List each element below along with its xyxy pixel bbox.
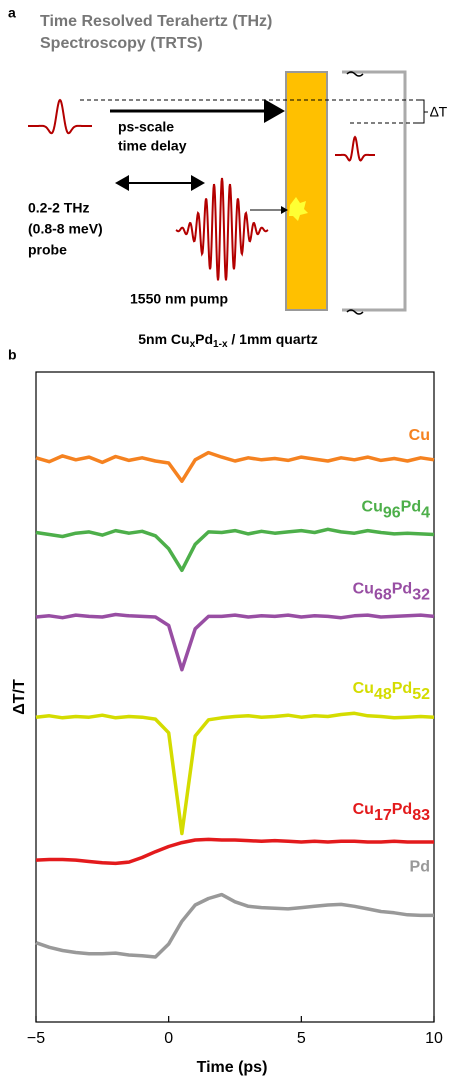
name-part: Cu — [353, 581, 374, 598]
series-label: Cu96Pd4 — [362, 499, 431, 522]
sample-part: x — [190, 339, 196, 350]
series-label: Pd — [410, 859, 430, 876]
series-name: Cu68Pd32 — [353, 581, 430, 604]
sample-part: 5nm Cu — [138, 331, 189, 347]
series-name: Pd — [410, 859, 430, 876]
title: Spectroscopy (TRTS) — [40, 35, 203, 52]
panel-b: b Time (ps) ΔT/T −5 0 5 10CuCu96Pd4Cu68Pd32… — [8, 347, 443, 1077]
series-label: Cu48Pd52 — [353, 680, 430, 703]
probe-text: 0.2-2 THz — [28, 200, 89, 216]
series-name: Cu — [409, 427, 430, 444]
name-part: Pd — [392, 801, 412, 818]
probe-pulse — [28, 98, 92, 135]
x-tick-label: 5 — [297, 1030, 306, 1047]
series-name: Cu96Pd4 — [362, 499, 431, 522]
break-mark — [346, 71, 364, 315]
name-part: 68 — [374, 587, 392, 604]
bracket — [342, 70, 407, 312]
panel-label: a — [8, 5, 16, 21]
panel-label: b — [8, 347, 17, 363]
series-line — [35, 837, 434, 866]
series-name: Cu48Pd52 — [353, 680, 430, 703]
x-tick-label: 10 — [425, 1030, 443, 1047]
name-part: 4 — [421, 505, 430, 522]
title: Time Resolved Terahertz (THz) — [40, 13, 272, 30]
probe-text: (0.8-8 meV) — [28, 221, 103, 237]
series-line — [35, 711, 435, 836]
sample-part: Pd — [195, 331, 213, 347]
delta-label: ∆T — [430, 104, 448, 120]
transmitted-pulse — [335, 135, 375, 162]
series-line — [35, 450, 435, 483]
name-part: Pd — [392, 581, 412, 598]
name-part: 96 — [383, 505, 401, 522]
series-name: Cu17Pd83 — [353, 801, 430, 824]
panel-a: a Time Resolved Terahertz (THz) Spectros… — [8, 5, 448, 350]
series-line — [35, 612, 435, 672]
name-part: Cu — [353, 680, 374, 697]
name-part: Cu — [362, 499, 383, 516]
delay-text: ps-scale — [118, 119, 174, 135]
series-label: Cu — [409, 427, 430, 444]
sample-slab — [285, 71, 328, 311]
name-part: 83 — [412, 807, 430, 824]
series-line — [35, 892, 434, 959]
name-part: Cu — [353, 801, 374, 818]
pump-pulse — [175, 177, 269, 281]
plot-frame — [35, 371, 435, 1023]
name-part: 48 — [374, 686, 392, 703]
series-label: Cu17Pd83 — [353, 801, 430, 824]
name-part: 52 — [412, 686, 430, 703]
series-label: Cu68Pd32 — [353, 581, 430, 604]
sample-text: 5nm CuxPd1-x / 1mm quartz — [138, 331, 318, 350]
delta-bracket — [416, 99, 428, 124]
delay-text: time delay — [118, 138, 187, 154]
name-part: 17 — [374, 807, 392, 824]
pump-text: 1550 nm pump — [130, 291, 228, 307]
x-tick-label: −5 — [27, 1030, 45, 1047]
sample-part: 1-x — [213, 339, 228, 350]
y-axis-label: ΔT/T — [11, 679, 28, 715]
pump-spot — [289, 197, 308, 221]
name-part: Pd — [401, 499, 421, 516]
name-part: 32 — [412, 587, 430, 604]
x-tick-label: 0 — [164, 1030, 173, 1047]
sample-part: / 1mm quartz — [228, 331, 318, 347]
probe-text: probe — [28, 242, 67, 258]
name-part: Pd — [392, 680, 412, 697]
series-line — [35, 527, 435, 573]
x-axis-label: Time (ps) — [197, 1059, 268, 1076]
